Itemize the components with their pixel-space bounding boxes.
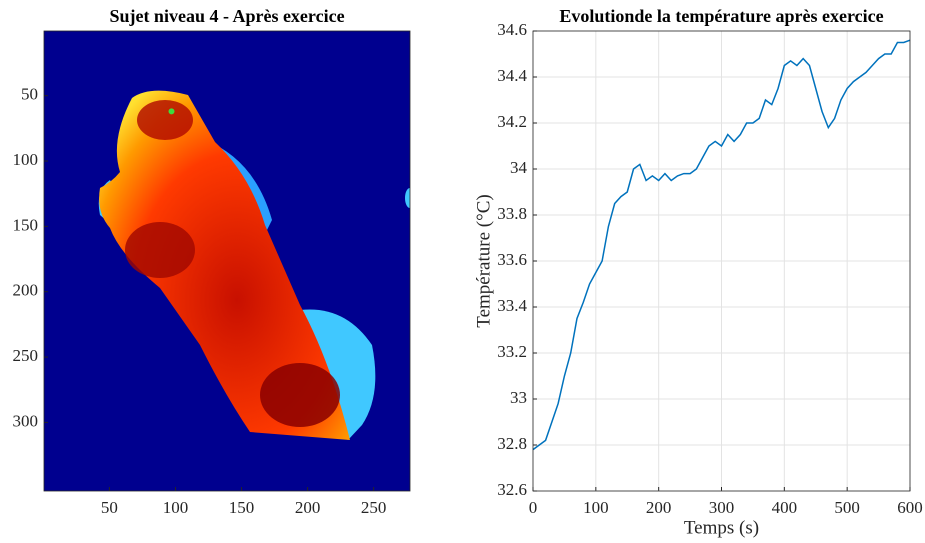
x-tick-label: 200 — [295, 498, 321, 517]
y-tick-label: 33 — [510, 388, 527, 407]
chart-title: Evolutionde la température après exercic… — [559, 6, 883, 26]
y-tick-label: 100 — [13, 150, 39, 169]
y-tick-label: 250 — [13, 346, 39, 365]
y-axis-label: Température (°C) — [473, 194, 494, 327]
x-tick-label: 300 — [709, 498, 735, 517]
y-tick-label: 33.4 — [497, 296, 527, 315]
hot-region — [260, 363, 340, 427]
hot-region — [137, 100, 193, 140]
y-tick-label: 33.8 — [497, 204, 527, 223]
y-tick-label: 32.8 — [497, 434, 527, 453]
x-tick-label: 100 — [163, 498, 189, 517]
y-tick-label: 34.4 — [497, 66, 527, 85]
cool-region — [405, 188, 410, 208]
x-axis-label: Temps (s) — [684, 517, 759, 538]
y-tick-label: 33.2 — [497, 342, 527, 361]
data-line — [532, 39, 911, 451]
y-tick-label: 34.2 — [497, 112, 527, 131]
y-tick-label: 34 — [510, 158, 528, 177]
y-tick-label: 34.6 — [497, 20, 527, 39]
y-tick-label: 200 — [13, 281, 39, 300]
thermal-image — [44, 31, 410, 491]
y-tick-label: 50 — [21, 85, 38, 104]
x-tick-label: 400 — [772, 498, 798, 517]
x-tick-label: 200 — [646, 498, 672, 517]
x-tick-label: 150 — [229, 498, 255, 517]
y-tick-label: 150 — [13, 215, 39, 234]
x-tick-label: 50 — [101, 498, 118, 517]
y-tick-label: 32.6 — [497, 480, 527, 499]
y-tick-label: 33.6 — [497, 250, 527, 269]
hot-region — [125, 222, 195, 278]
chart-title: Sujet niveau 4 - Après exercice — [109, 6, 344, 26]
y-tick-label: 300 — [13, 411, 39, 430]
x-tick-label: 500 — [834, 498, 860, 517]
marker-point — [168, 108, 175, 115]
x-tick-label: 250 — [361, 498, 387, 517]
x-tick-label: 100 — [583, 498, 609, 517]
x-tick-label: 0 — [529, 498, 538, 517]
x-tick-label: 600 — [897, 498, 923, 517]
axes-frame — [532, 30, 911, 492]
cool-region — [300, 309, 376, 440]
axes-frame — [43, 30, 411, 492]
foot — [99, 90, 350, 441]
